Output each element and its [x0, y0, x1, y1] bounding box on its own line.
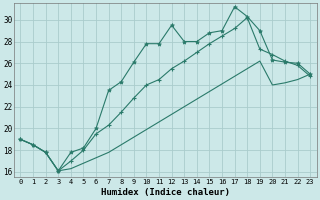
X-axis label: Humidex (Indice chaleur): Humidex (Indice chaleur) — [101, 188, 230, 197]
